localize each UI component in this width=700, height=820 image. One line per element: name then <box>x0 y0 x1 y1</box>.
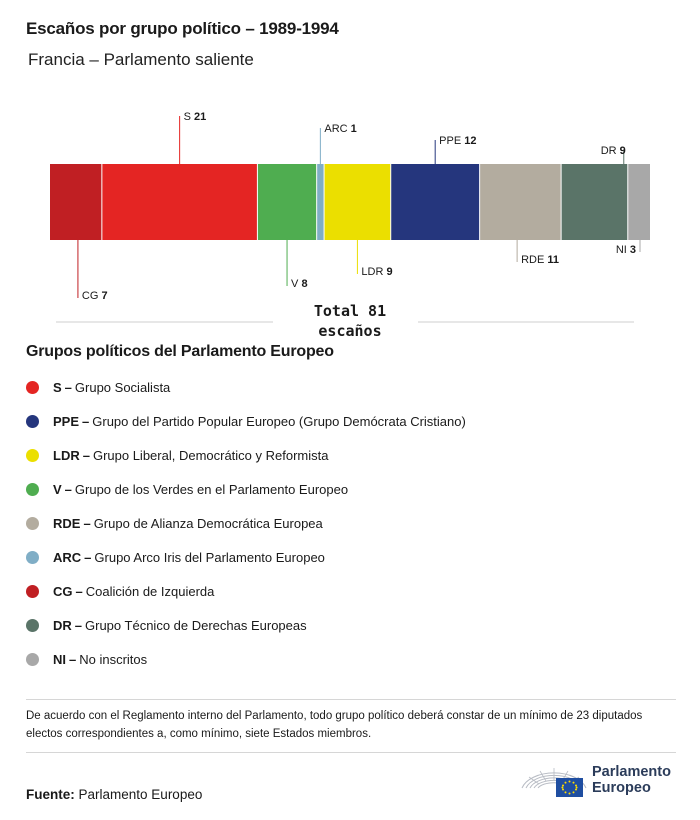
segment-label-ppe: PPE 12 <box>439 135 476 147</box>
legend-item-v: V – Grupo de los Verdes en el Parlamento E… <box>26 472 686 506</box>
legend-dot-icon <box>26 414 39 428</box>
bar-segment-rde <box>479 164 562 240</box>
legend-abbr: NI <box>53 651 66 667</box>
source-label: Fuente: <box>26 787 75 802</box>
legend-dot-icon <box>26 618 39 632</box>
legend-separator: – <box>82 413 90 429</box>
bar-segment-cg <box>50 164 102 240</box>
legend-separator: – <box>64 481 72 497</box>
legend-name: Grupo Técnico de Derechas Europeas <box>85 617 307 633</box>
logo-line2: Europeo <box>592 780 651 796</box>
legend-abbr: ARC <box>53 549 82 565</box>
legend-abbr: CG <box>53 583 73 599</box>
legend-item-cg: CG – Coalición de Izquierda <box>26 574 686 608</box>
legend-abbr: DR <box>53 617 72 633</box>
legend-dot-icon <box>26 584 39 598</box>
segment-label-rde: RDE 11 <box>521 254 559 266</box>
segment-label-v: V 8 <box>291 278 308 290</box>
legend-abbr: S <box>53 379 62 395</box>
logo-text: Parlamento Europeo <box>592 764 671 796</box>
segment-label-ldr: LDR 9 <box>361 266 392 278</box>
legend-dot-icon <box>26 482 39 496</box>
legend-abbr: RDE <box>53 515 81 531</box>
legend-name: Coalición de Izquierda <box>85 583 215 599</box>
footnote: De acuerdo con el Reglamento interno del… <box>26 710 643 740</box>
legend-abbr: V <box>53 481 62 497</box>
legend-abbr: LDR <box>53 447 80 463</box>
legend-title: Grupos políticos del Parlamento Europeo <box>26 343 334 360</box>
segment-label-dr: DR 9 <box>601 145 626 157</box>
legend-abbr: PPE <box>53 413 80 429</box>
legend-name: Grupo del Partido Popular Europeo (Grupo… <box>92 413 466 429</box>
source: Fuente: Parlamento Europeo <box>26 787 202 802</box>
chart-subtitle: Francia – Parlamento saliente <box>28 50 254 69</box>
legend-item-arc: ARC – Grupo Arco Iris del Parlamento Europ… <box>26 540 686 574</box>
divider <box>26 699 676 700</box>
segment-label-s: S 21 <box>184 111 207 123</box>
legend-name: Grupo Arco Iris del Parlamento Europeo <box>94 549 325 565</box>
legend: S – Grupo Socialista PPE – Grupo del Partido … <box>26 370 686 676</box>
legend-item-s: S – Grupo Socialista <box>26 370 686 404</box>
legend-separator: – <box>75 583 83 599</box>
bar-segment-v <box>257 164 317 240</box>
parliament-logo: Parlamento Europeo <box>520 762 680 802</box>
legend-item-ni: NI – No inscritos <box>26 642 686 676</box>
legend-item-dr: DR – Grupo Técnico de Derechas Europeas <box>26 608 686 642</box>
total-label: Total 81 <box>314 302 386 320</box>
hemicycle-icon <box>521 768 587 797</box>
legend-separator: – <box>69 651 77 667</box>
bar-segment-s <box>101 164 258 240</box>
source-value: Parlamento Europeo <box>78 787 203 802</box>
legend-separator: – <box>64 379 72 395</box>
bar-segment-dr <box>561 164 628 240</box>
legend-dot-icon <box>26 516 39 530</box>
legend-name: No inscritos <box>79 651 148 667</box>
legend-dot-icon <box>26 652 39 666</box>
logo-line1: Parlamento <box>592 764 671 780</box>
bar-segment-arc <box>316 164 325 240</box>
legend-separator: – <box>82 447 90 463</box>
total-unit: escaños <box>318 322 381 340</box>
legend-dot-icon <box>26 448 39 462</box>
legend-separator: – <box>84 549 92 565</box>
bar-segment-ppe <box>390 164 480 240</box>
segment-label-ni: NI 3 <box>616 244 636 256</box>
legend-name: Grupo de los Verdes en el Parlamento Eur… <box>74 481 349 497</box>
legend-item-ppe: PPE – Grupo del Partido Popular Europeo (G… <box>26 404 686 438</box>
stacked-bar-chart: CG 7 S 21 V 8 ARC 1 LDR 9 PPE 12 RDE 11 DR 9 NI … <box>50 111 650 340</box>
legend-separator: – <box>74 617 83 633</box>
legend-name: Grupo Liberal, Democrático y Reformista <box>92 447 329 463</box>
legend-dot-icon <box>26 550 39 564</box>
legend-item-rde: RDE – Grupo de Alianza Democrática Europea <box>26 506 686 540</box>
legend-item-ldr: LDR – Grupo Liberal, Democrático y Reformi… <box>26 438 686 472</box>
segment-label-arc: ARC 1 <box>324 123 356 135</box>
legend-dot-icon <box>26 380 39 394</box>
bar-segment-ldr <box>324 164 391 240</box>
segment-label-cg: CG 7 <box>82 290 108 302</box>
chart-title: Escaños por grupo político – 1989-1994 <box>26 19 339 38</box>
legend-name: Grupo de Alianza Democrática Europea <box>93 515 323 531</box>
legend-separator: – <box>83 515 91 531</box>
bar-segment-ni <box>627 164 650 240</box>
divider <box>26 752 676 753</box>
legend-name: Grupo Socialista <box>74 379 171 395</box>
